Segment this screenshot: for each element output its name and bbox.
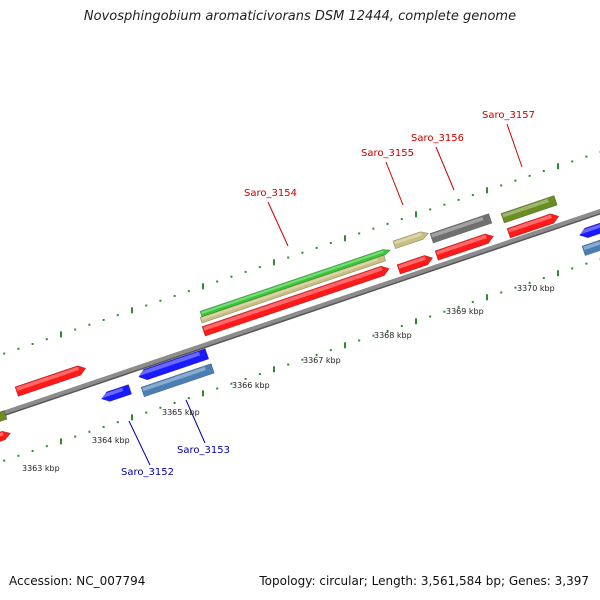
feature-arrow-saro-3156 (434, 233, 494, 261)
leader-saro-3156 (435, 146, 455, 191)
label-leader-lines (128, 123, 523, 466)
feature-box-olive-group (500, 195, 558, 224)
tick-label-3368: 3368 kbp (374, 331, 412, 340)
feature-arrow-blue-small-highlight (101, 387, 124, 399)
feature-arrow-saro-3154 (201, 265, 390, 337)
feature-arrow-saro-3154-group (201, 265, 390, 337)
feature-arrow-saro-3157-highlight (508, 214, 553, 233)
tick-label-3363: 3363 kbp (22, 464, 60, 473)
leader-saro-3157 (506, 123, 523, 168)
feature-arrow-saro-3152 (138, 348, 210, 381)
topology-summary: Topology: circular; Length: 3,561,584 bp… (259, 574, 589, 588)
feature-arrow-blue-small (101, 384, 133, 402)
genome-backbone (0, 208, 600, 418)
feature-arrow-saro-3155-group (396, 255, 434, 275)
feature-arrow-left-red-group (14, 365, 87, 397)
feature-box-olive-highlight (502, 198, 549, 218)
feature-arrow-saro-3154-highlight (203, 267, 383, 331)
tick-label-3370: 3370 kbp (517, 284, 555, 293)
feature-arrow-saro-3156-group (434, 233, 494, 261)
feature-box-saro-3153-group (140, 363, 215, 398)
tick-label-3365: 3365 kbp (162, 408, 200, 417)
feature-box-saro-3153-highlight (142, 366, 206, 392)
outer-tick-track (3, 150, 600, 355)
feature-bar-tan-end (392, 231, 429, 250)
feature-box-edge-steel-group (581, 237, 600, 256)
feature-box-edge-olive-group (0, 410, 8, 425)
inner-tick-track (3, 257, 600, 462)
feature-arrow-saro-3157 (506, 213, 560, 239)
tick-label-3366: 3366 kbp (232, 381, 270, 390)
feature-box-edge-steel-highlight (583, 241, 600, 251)
gene-label-saro-3155[interactable]: Saro_3155 (361, 148, 414, 159)
feature-arrow-saro-3152-highlight (138, 351, 201, 376)
leader-saro-3155 (385, 161, 404, 206)
tick-label-3367: 3367 kbp (303, 356, 341, 365)
accession-text: Accession: NC_007794 (9, 574, 146, 588)
feature-arrow-edge-blue-highlight (579, 224, 600, 235)
tick-label-3364: 3364 kbp (92, 436, 130, 445)
feature-bar-tan (199, 254, 387, 324)
feature-box-gray (429, 213, 493, 244)
feature-box-olive (500, 195, 558, 224)
gene-label-saro-3154[interactable]: Saro_3154 (244, 188, 297, 199)
feature-box-edge-steel (581, 237, 600, 256)
feature-arrow-blue-small-group (101, 384, 133, 402)
feature-arrow-left-red (14, 365, 87, 397)
leader-saro-3152 (128, 420, 151, 466)
feature-arrow-saro-3157-group (506, 213, 560, 239)
feature-arrow-edge-blue-group (579, 220, 600, 239)
feature-box-edge-olive (0, 410, 8, 425)
feature-bar-green-group (199, 249, 392, 318)
feature-arrow-edge-blue (579, 220, 600, 239)
feature-box-gray-highlight (431, 216, 484, 238)
feature-arrow-edge-red-group (0, 430, 11, 445)
feature-box-saro-3153 (140, 363, 215, 398)
feature-bar-tan-highlight (201, 258, 379, 320)
feature-track (0, 195, 600, 445)
feature-bar-green-highlight (201, 250, 384, 314)
feature-arrow-left-red-highlight (16, 366, 79, 391)
leader-saro-3154 (267, 201, 289, 247)
feature-arrow-saro-3156-highlight (436, 234, 487, 255)
gene-label-saro-3156[interactable]: Saro_3156 (411, 133, 464, 144)
feature-box-gray-group (429, 213, 493, 244)
map-title: Novosphingobium aromaticivorans DSM 1244… (83, 9, 517, 24)
gene-label-saro-3157[interactable]: Saro_3157 (482, 110, 535, 121)
feature-arrow-saro-3152-group (138, 348, 210, 381)
feature-bar-tan-end-group (392, 231, 429, 250)
backbone-line (0, 208, 600, 417)
feature-bar-tan-group (199, 254, 387, 324)
feature-arrow-saro-3155-highlight (398, 256, 426, 269)
gene-label-saro-3152[interactable]: Saro_3152 (121, 467, 174, 478)
feature-arrow-saro-3155 (396, 255, 434, 275)
feature-bar-green (199, 249, 392, 318)
feature-arrow-edge-red (0, 430, 11, 445)
feature-bar-tan-end-highlight (394, 232, 422, 245)
leader-saro-3153 (185, 399, 206, 444)
tick-label-3369: 3369 kbp (446, 307, 484, 316)
gene-label-saro-3153[interactable]: Saro_3153 (177, 445, 230, 456)
feature-arrow-edge-red-highlight (0, 432, 4, 439)
